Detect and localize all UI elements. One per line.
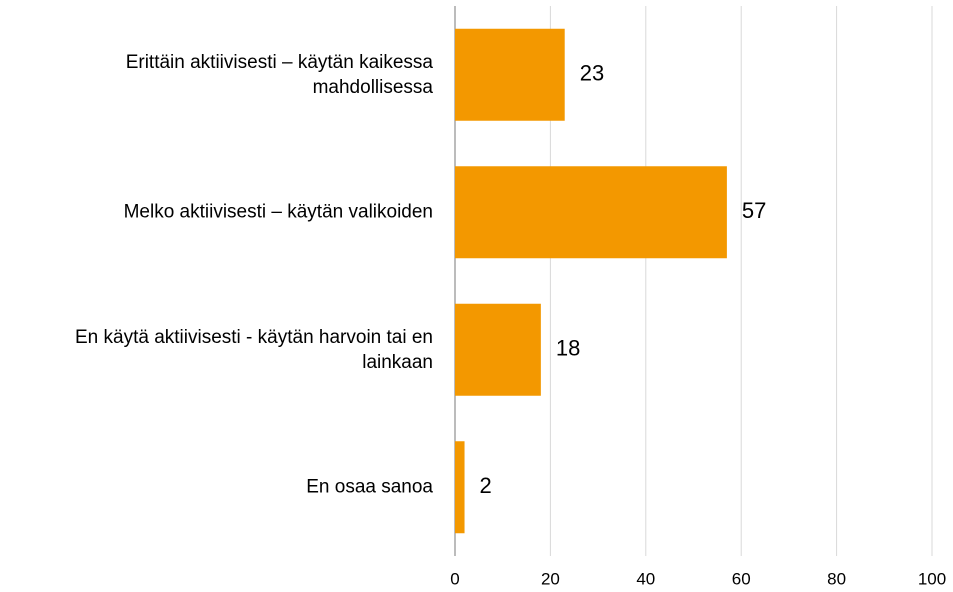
category-label: En osaa sanoa [306, 476, 433, 498]
x-tick-label: 40 [636, 569, 655, 588]
bar [455, 166, 727, 259]
category-label: En käytä aktiivisesti - käytän harvoin t… [74, 326, 433, 373]
bar [455, 441, 465, 534]
x-tick-label: 60 [732, 569, 751, 588]
x-tick-label: 20 [541, 569, 560, 588]
x-tick-label: 100 [918, 569, 946, 588]
x-tick-label: 0 [450, 569, 459, 588]
bar [455, 303, 541, 396]
category-label: Melko aktiivisesti – käytän valikoiden [123, 201, 433, 223]
category-label: Erittäin aktiivisesti – käytän kaikessa … [125, 51, 433, 98]
value-label: 18 [556, 336, 580, 361]
x-tick-label: 80 [827, 569, 846, 588]
bar [455, 28, 565, 121]
value-label: 23 [580, 61, 604, 86]
value-label: 2 [480, 473, 492, 498]
value-label: 57 [742, 198, 766, 223]
